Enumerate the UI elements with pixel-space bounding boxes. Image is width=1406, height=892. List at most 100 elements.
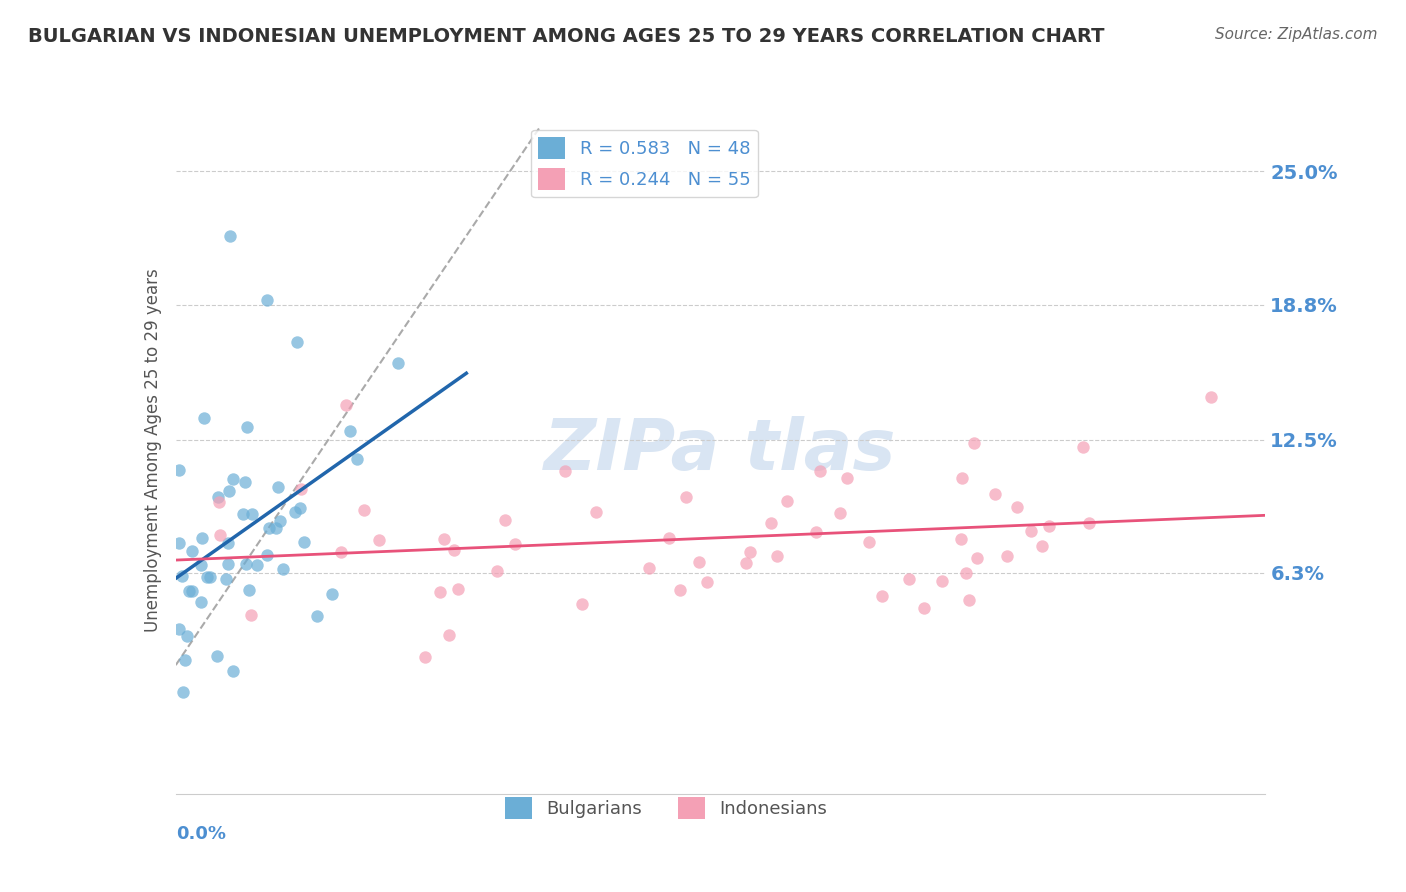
Point — [180, 543, 202, 558]
Point — [246, 558, 269, 572]
Point — [1078, 516, 1101, 530]
Point — [267, 480, 290, 494]
Point — [235, 557, 257, 571]
Point — [233, 475, 256, 490]
Point — [271, 562, 294, 576]
Point — [830, 506, 852, 520]
Point — [346, 452, 368, 467]
Point — [437, 628, 460, 642]
Point — [995, 549, 1018, 563]
Point — [675, 490, 697, 504]
Point — [984, 487, 1007, 501]
Point — [240, 607, 263, 622]
Point — [169, 536, 191, 550]
Point — [1071, 440, 1094, 454]
Point — [205, 649, 228, 664]
Point — [218, 483, 240, 498]
Point — [585, 505, 607, 519]
Point — [413, 649, 436, 664]
Point — [257, 521, 280, 535]
Point — [837, 471, 859, 485]
Point — [554, 464, 576, 478]
Point — [804, 524, 827, 539]
Point — [432, 532, 454, 546]
Point — [740, 544, 762, 558]
Point — [269, 514, 291, 528]
Point — [217, 557, 239, 571]
Point — [669, 582, 692, 597]
Point — [505, 537, 527, 551]
Point — [429, 585, 451, 599]
Point — [238, 582, 260, 597]
Point — [1019, 524, 1042, 539]
Point — [955, 566, 977, 581]
Point — [195, 570, 218, 584]
Point — [962, 435, 984, 450]
Point — [207, 490, 229, 504]
Point — [339, 424, 361, 438]
Point — [1199, 390, 1222, 404]
Text: Source: ZipAtlas.com: Source: ZipAtlas.com — [1215, 27, 1378, 42]
Point — [735, 556, 758, 570]
Point — [335, 398, 357, 412]
Point — [1005, 500, 1028, 514]
Point — [180, 584, 202, 599]
Point — [485, 564, 508, 578]
Point — [870, 589, 893, 603]
Point — [696, 575, 718, 590]
Point — [571, 597, 593, 611]
Point — [173, 653, 195, 667]
Point — [292, 534, 315, 549]
Point — [208, 495, 231, 509]
Point — [256, 548, 278, 562]
Point — [1031, 539, 1053, 553]
Point — [190, 558, 212, 572]
Point — [190, 532, 212, 546]
Point — [231, 507, 253, 521]
Point — [329, 545, 352, 559]
Point — [221, 472, 243, 486]
Point — [287, 334, 309, 349]
Point — [179, 583, 201, 598]
Point — [637, 561, 659, 575]
Point — [897, 572, 920, 586]
Point — [353, 503, 375, 517]
Point — [688, 555, 710, 569]
Point — [176, 629, 198, 643]
Point — [305, 609, 328, 624]
Point — [949, 532, 972, 546]
Point — [447, 582, 470, 597]
Point — [950, 471, 973, 485]
Legend: Bulgarians, Indonesians: Bulgarians, Indonesians — [498, 789, 835, 826]
Point — [219, 228, 242, 243]
Text: ZIPa tlas: ZIPa tlas — [544, 416, 897, 485]
Point — [222, 664, 245, 678]
Point — [966, 551, 988, 566]
Point — [236, 419, 259, 434]
Y-axis label: Unemployment Among Ages 25 to 29 years: Unemployment Among Ages 25 to 29 years — [143, 268, 162, 632]
Point — [759, 516, 782, 530]
Point — [193, 410, 215, 425]
Point — [321, 587, 343, 601]
Text: 0.0%: 0.0% — [176, 825, 226, 843]
Point — [172, 569, 194, 583]
Point — [776, 493, 799, 508]
Point — [387, 356, 409, 370]
Point — [172, 685, 194, 699]
Point — [208, 527, 231, 541]
Point — [264, 521, 287, 535]
Point — [190, 595, 212, 609]
Point — [198, 570, 221, 584]
Point — [290, 483, 312, 497]
Point — [810, 464, 832, 478]
Point — [494, 513, 516, 527]
Point — [766, 549, 789, 564]
Text: BULGARIAN VS INDONESIAN UNEMPLOYMENT AMONG AGES 25 TO 29 YEARS CORRELATION CHART: BULGARIAN VS INDONESIAN UNEMPLOYMENT AMO… — [28, 27, 1105, 45]
Point — [169, 463, 191, 477]
Point — [288, 501, 311, 516]
Point — [957, 593, 980, 607]
Point — [215, 573, 238, 587]
Point — [284, 505, 307, 519]
Point — [1038, 519, 1060, 533]
Point — [169, 622, 191, 636]
